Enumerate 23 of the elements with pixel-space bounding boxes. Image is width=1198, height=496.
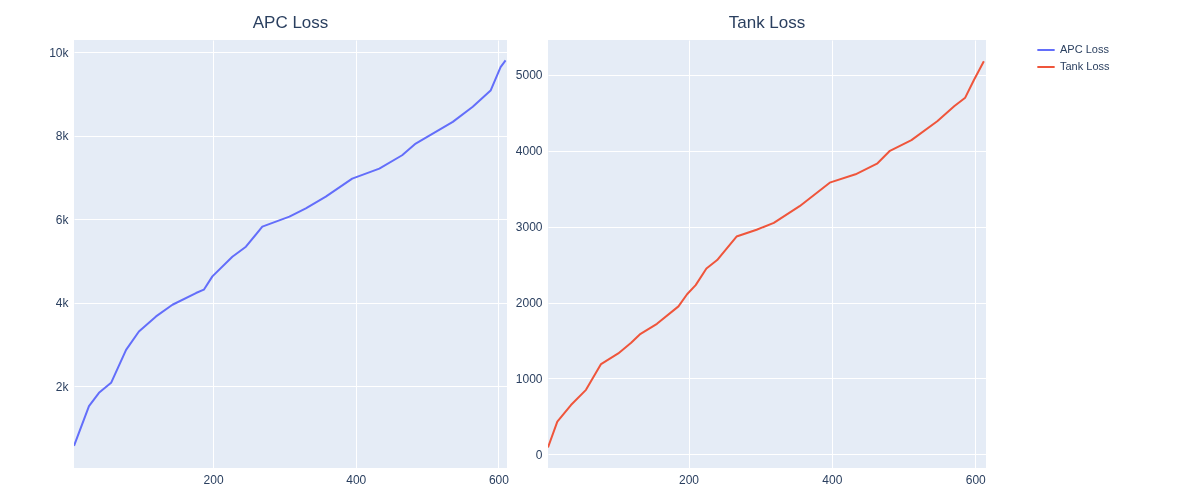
text: APC Loss	[252, 13, 329, 32]
y-tick-label: 4000	[515, 144, 543, 159]
x-tick-label: 200	[203, 472, 224, 487]
y-tick-label: 2000	[515, 296, 543, 311]
text: APC Loss	[1060, 43, 1109, 55]
y-tick-label: 5000	[515, 68, 543, 83]
y-tick-label: 3000	[515, 220, 543, 235]
y-tick-label: 1000	[515, 371, 543, 386]
x-tick-label: 400	[822, 472, 843, 487]
y-tick-label: 10k	[49, 45, 70, 60]
chart-title: Tank Loss	[728, 13, 806, 32]
line-series	[74, 59, 507, 447]
y-tick-label: 6k	[55, 212, 70, 227]
y-tick-label: 4k	[55, 296, 70, 311]
x-tick-label: 400	[346, 472, 367, 487]
y-tick-label: 0	[535, 447, 543, 462]
y-tick-label: 8k	[55, 129, 70, 144]
line-series	[548, 60, 985, 449]
x-tick-label: 600	[488, 472, 510, 487]
x-tick-label: 200	[678, 472, 700, 487]
legend-label: Tank Loss	[1060, 60, 1111, 72]
x-tick-label: 600	[965, 472, 987, 487]
y-tick-label: 2k	[55, 379, 70, 394]
